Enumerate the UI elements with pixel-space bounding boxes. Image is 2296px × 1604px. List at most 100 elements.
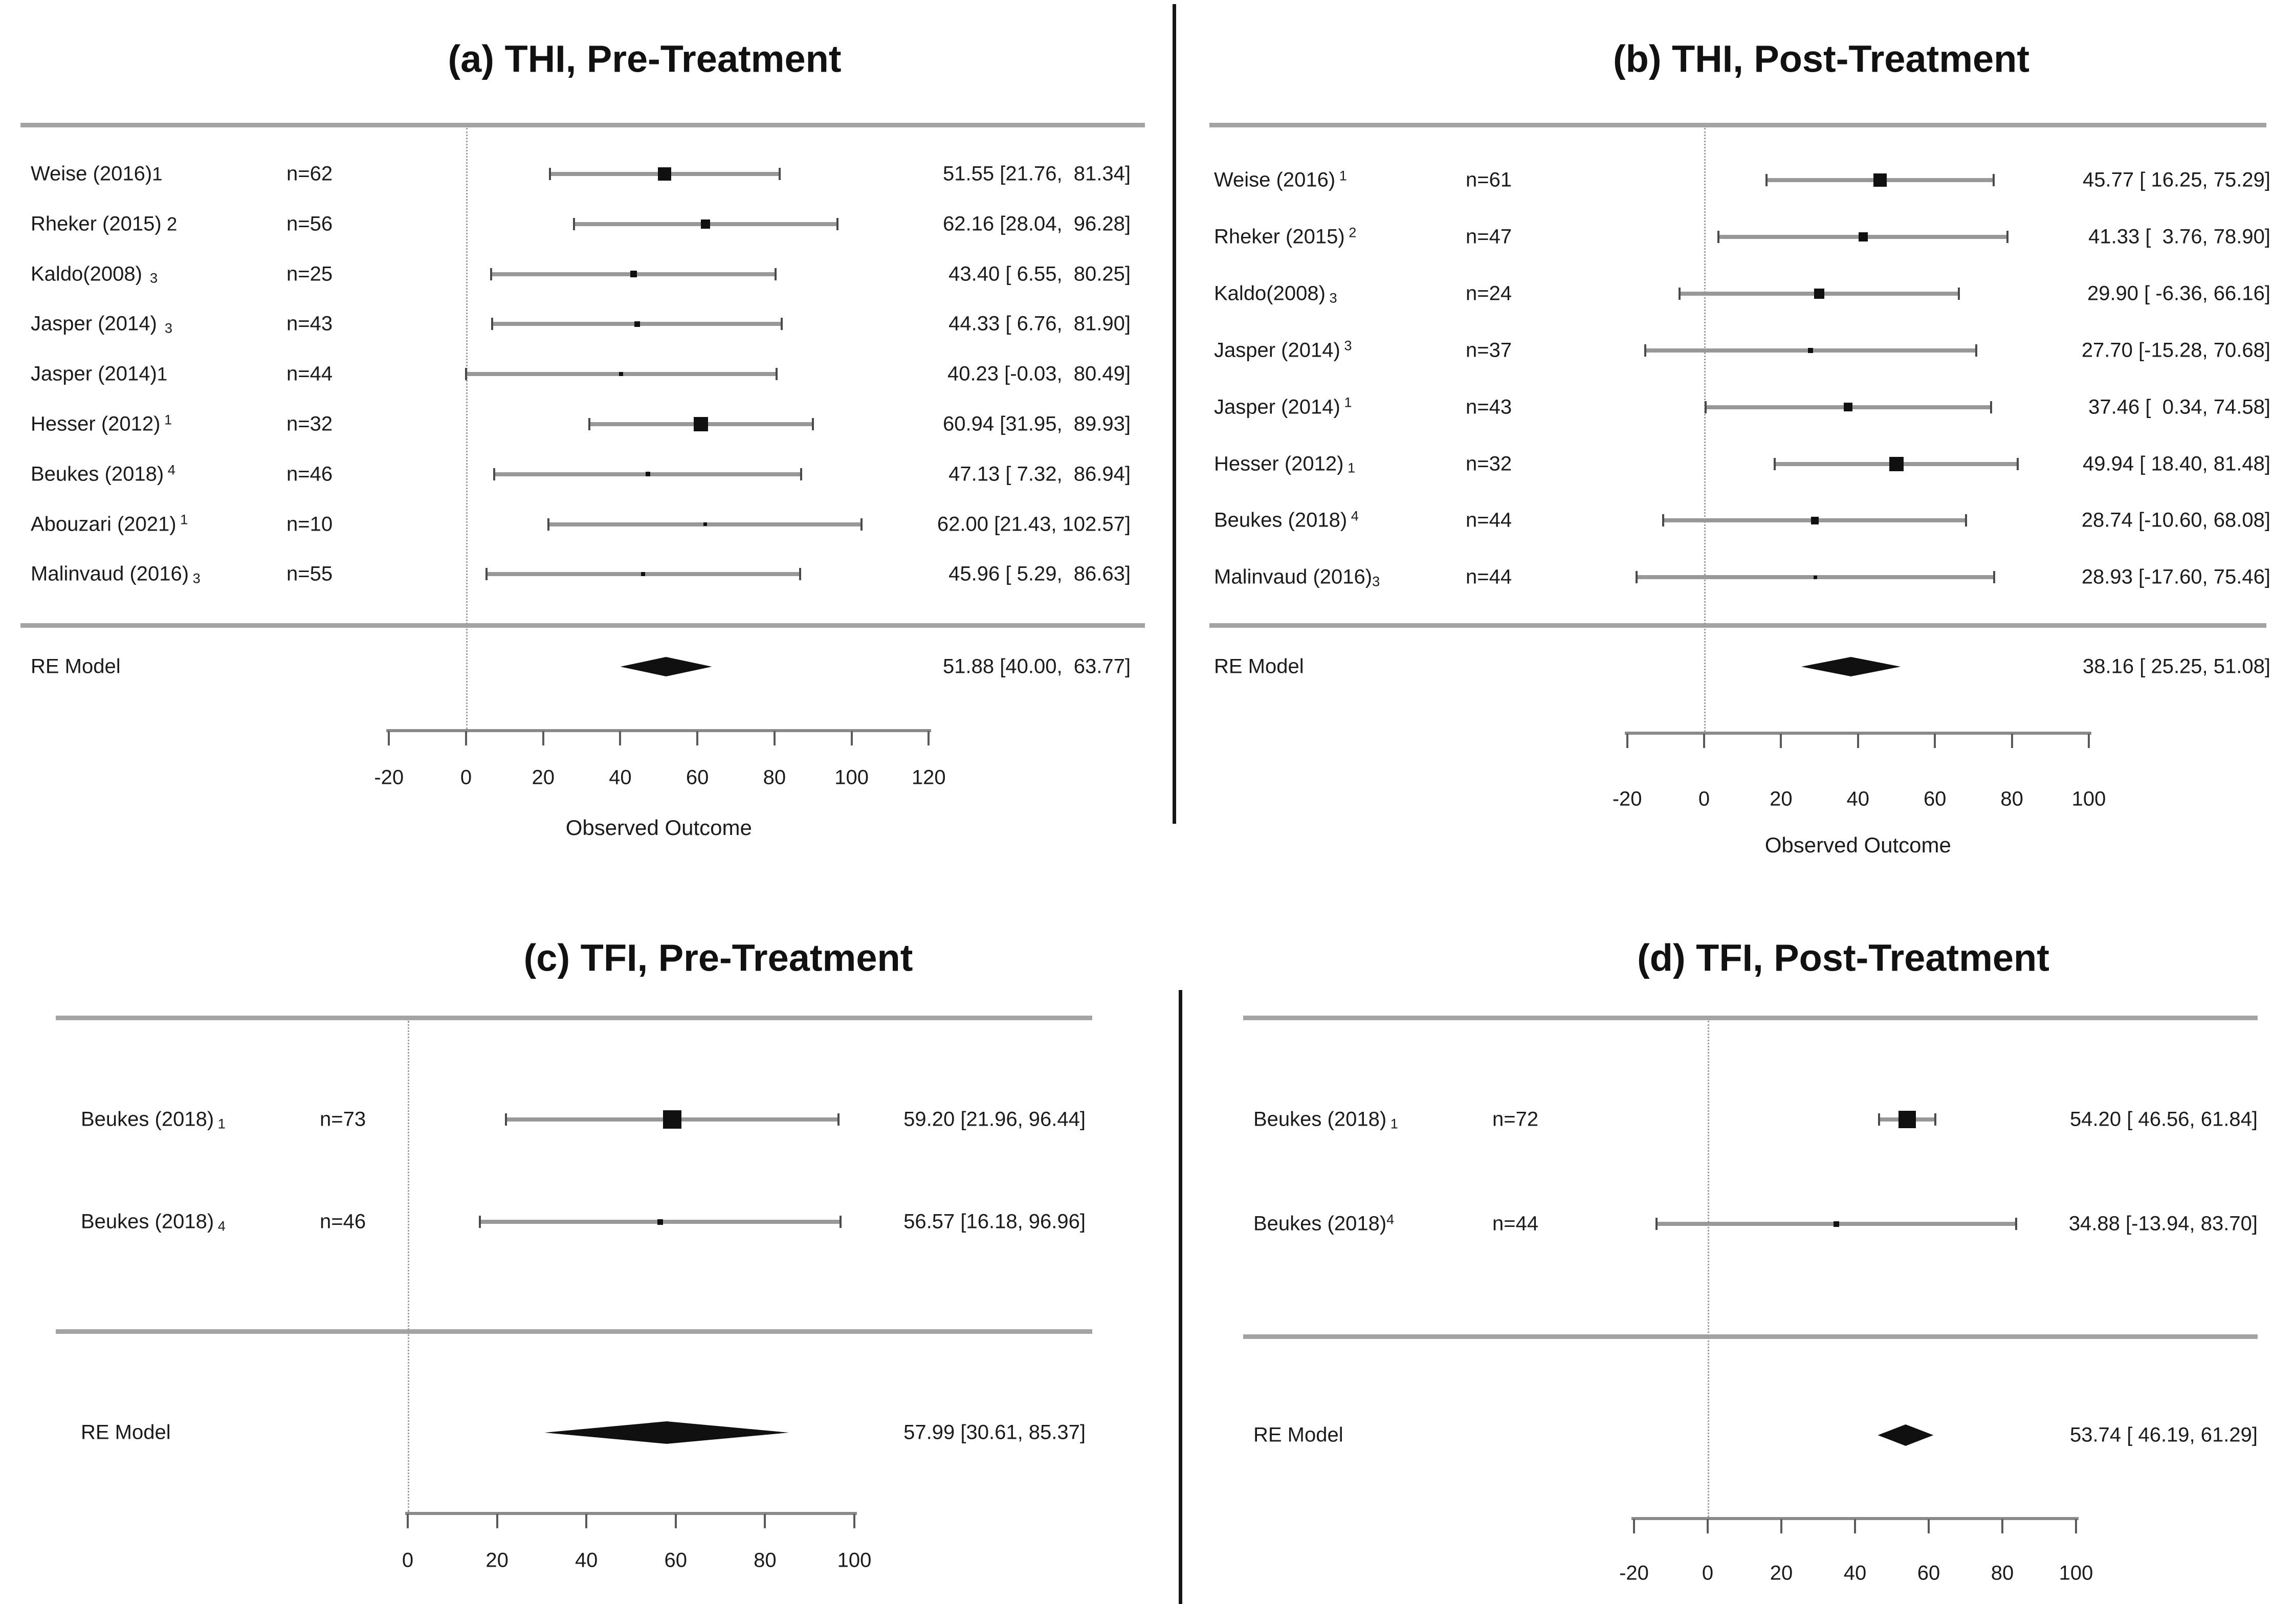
x-axis-tick [1707,1519,1709,1533]
study-n: n=43 [1466,395,1512,419]
ci-cap-right [811,418,814,430]
study-ref-number: 1 [1386,1115,1398,1132]
ci-cap-left [465,368,467,381]
study-n: n=72 [1492,1108,1539,1131]
summary-separator-rule [20,623,1145,628]
ci-cap-left [1704,401,1707,413]
study-ref-number: 1 [160,411,172,428]
study-label: Beukes (2018)4 [1253,1211,1395,1235]
x-axis-tick-label: 20 [1770,1562,1793,1585]
study-label: Beukes (2018) 4 [1214,508,1359,532]
zero-reference-line [408,1021,409,1512]
effect-size-value: 44.33 [ 6.76, 81.90] [948,312,1131,335]
x-axis-tick [619,731,622,745]
x-axis-tick [1626,734,1628,748]
x-axis-tick [928,731,930,745]
x-axis-tick-label: 60 [1923,787,1947,810]
effect-size-value: 45.77 [ 16.25, 75.29] [2083,168,2270,191]
zero-reference-line [466,128,468,729]
point-estimate-marker [658,167,672,181]
summary-effect-size-value: 38.16 [ 25.25, 51.08] [2083,655,2270,678]
ci-cap-right [1934,1113,1937,1126]
x-axis-tick-label: 0 [1702,1562,1714,1585]
point-estimate-marker [701,219,711,229]
effect-size-value: 41.33 [ 3.76, 78.90] [2088,225,2270,248]
study-n: n=32 [1466,452,1512,475]
x-axis-tick [696,731,699,745]
effect-size-value: 43.40 [ 6.55, 80.25] [948,262,1131,285]
effect-size-value: 27.70 [-15.28, 70.68] [2081,339,2270,362]
x-axis-line [1624,732,2091,735]
study-ref-number: 3 [1340,337,1352,354]
x-axis-tick-label: 80 [754,1549,777,1572]
point-estimate-marker [703,522,707,526]
study-label: Rheker (2015) 2 [31,212,178,235]
x-axis-line [405,1512,857,1515]
study-ref-number: 3 [157,320,173,336]
ci-cap-left [1878,1113,1881,1126]
study-n: n=62 [286,162,333,185]
study-ref-number: 3 [1372,573,1380,589]
point-estimate-marker [1844,403,1853,412]
ci-cap-right [2015,1218,2017,1230]
point-estimate-marker [1889,456,1904,471]
ci-cap-right [781,318,783,331]
panel-divider-bottom [1179,990,1182,1604]
study-ref-number: 3 [142,270,158,286]
ci-cap-left [1679,287,1681,300]
point-estimate-marker [694,417,709,431]
study-label: Jasper (2014) 3 [31,312,173,336]
study-ref-number: 3 [189,570,201,586]
ci-cap-left [1774,457,1776,470]
ci-cap-left [485,568,488,581]
study-ref-number: 1 [152,163,163,185]
x-axis-tick [1928,1519,1930,1533]
x-axis-tick [496,1514,498,1528]
panel-d-title: (d) TFI, Post-Treatment [1637,936,2049,979]
x-axis-line [1631,1517,2079,1520]
point-estimate-marker [641,572,646,577]
panel-c-title: (c) TFI, Pre-Treatment [523,936,913,979]
summary-separator-rule [1243,1334,2258,1339]
ci-cap-left [548,168,551,180]
study-label: Hesser (2012) 1 [1214,452,1356,476]
ci-cap-right [836,217,838,230]
study-label: Beukes (2018) 1 [1253,1108,1398,1132]
study-label: Weise (2016)1 [31,162,163,185]
point-estimate-marker [1814,575,1818,579]
effect-size-value: 40.23 [-0.03, 80.49] [947,362,1131,385]
summary-diamond [620,657,712,676]
ci-cap-right [775,368,778,381]
summary-label: RE Model [1214,655,1304,678]
ci-cap-left [573,217,576,230]
ci-cap-right [1993,571,1996,584]
x-axis-tick-label: 40 [575,1549,598,1572]
effect-size-value: 54.20 [ 46.56, 61.84] [2070,1108,2258,1131]
ci-cap-right [840,1216,842,1228]
study-ref-number: 1 [214,1115,226,1132]
x-axis-tick-label: 80 [2000,787,2023,810]
ci-cap-left [504,1113,507,1126]
x-axis-tick [1633,1519,1635,1533]
effect-size-value: 59.20 [21.96, 96.44] [903,1108,1086,1131]
point-estimate-marker [1858,232,1868,241]
ci-cap-right [1990,401,1992,413]
x-axis-tick-label: 100 [2059,1562,2093,1585]
x-axis-tick [1854,1519,1856,1533]
study-n: n=32 [286,412,333,435]
summary-label: RE Model [1253,1423,1343,1446]
x-axis-tick-label: 20 [485,1549,509,1572]
summary-label: RE Model [31,655,121,678]
x-axis-tick [773,731,776,745]
ci-cap-left [479,1216,481,1228]
study-ref-number: 4 [164,462,175,478]
point-estimate-marker [1873,173,1887,187]
x-axis-tick-label: 20 [1770,787,1793,810]
study-n: n=24 [1466,282,1512,305]
study-ref-number: 4 [1347,508,1359,524]
x-axis-tick [585,1514,588,1528]
x-axis-title: Observed Outcome [1764,833,1951,857]
ci-cap-right [1975,344,1977,357]
ci-cap-left [1644,344,1647,357]
